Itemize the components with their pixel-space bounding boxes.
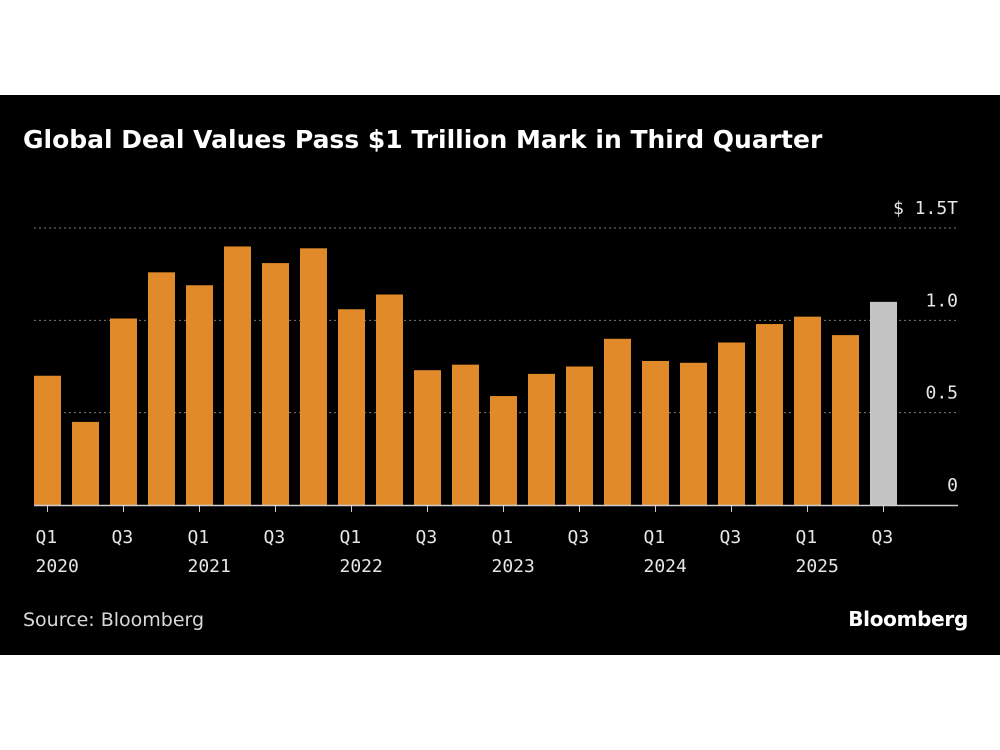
bar-q2-2023 bbox=[528, 373, 555, 505]
bar-q3-2020 bbox=[110, 318, 137, 505]
x-tick-label-quarter: Q1 bbox=[188, 527, 210, 548]
y-tick-label: 1.0 bbox=[925, 290, 958, 311]
x-tick-label-quarter: Q3 bbox=[872, 527, 894, 548]
bar-q2-2020 bbox=[72, 421, 99, 505]
bar-q2-2022 bbox=[376, 294, 403, 505]
bar-q3-2023 bbox=[566, 366, 593, 505]
bar-q1-2023 bbox=[490, 396, 517, 505]
bar-q3-2021 bbox=[262, 263, 289, 505]
bloomberg-logo: Bloomberg bbox=[848, 607, 968, 631]
x-tick-label-year: 2021 bbox=[188, 556, 231, 577]
x-tick-label-quarter: Q3 bbox=[264, 527, 286, 548]
bar-q4-2020 bbox=[148, 272, 175, 505]
bar-q2-2021 bbox=[224, 246, 251, 505]
x-tick-label-year: 2023 bbox=[492, 556, 535, 577]
bar-chart: 0 0.5 1.0 $ 1.5T Q1 2020 Q3 Q1 2021 Q3 Q1 2022 Q3 Q1 2… bbox=[34, 198, 958, 577]
x-tick-label-year: 2024 bbox=[644, 556, 687, 577]
source-note: Source: Bloomberg bbox=[23, 609, 205, 631]
bar-q1-2025 bbox=[794, 316, 821, 505]
bar-q3-2022 bbox=[414, 370, 441, 505]
bar-q4-2023 bbox=[604, 338, 631, 505]
x-tick-label-quarter: Q1 bbox=[340, 527, 362, 548]
x-tick-label-quarter: Q1 bbox=[644, 527, 666, 548]
x-tick-label-year: 2022 bbox=[340, 556, 383, 577]
bar-q3-2024 bbox=[718, 342, 745, 505]
bar-q4-2021 bbox=[300, 248, 327, 505]
x-tick-label-quarter: Q3 bbox=[720, 527, 742, 548]
y-tick-label: 0 bbox=[947, 475, 958, 496]
bar-q1-2024 bbox=[642, 360, 669, 505]
y-tick-label: 0.5 bbox=[925, 383, 958, 404]
bar-q2-2025 bbox=[832, 335, 859, 505]
x-tick-label-year: 2020 bbox=[36, 556, 79, 577]
x-tick-label-quarter: Q1 bbox=[36, 527, 58, 548]
bar-q2-2024 bbox=[680, 362, 707, 505]
x-tick-label-quarter: Q1 bbox=[796, 527, 818, 548]
bar-q1-2021 bbox=[186, 285, 213, 505]
bar-q1-2022 bbox=[338, 309, 365, 505]
x-tick-label-quarter: Q3 bbox=[416, 527, 438, 548]
x-tick-label-year: 2025 bbox=[796, 556, 839, 577]
chart-panel: Global Deal Values Pass $1 Trillion Mark… bbox=[0, 95, 1000, 655]
x-tick-label-quarter: Q3 bbox=[568, 527, 590, 548]
x-tick-label-quarter: Q3 bbox=[112, 527, 134, 548]
y-tick-label: $ 1.5T bbox=[893, 198, 958, 219]
chart-title: Global Deal Values Pass $1 Trillion Mark… bbox=[23, 125, 823, 154]
bar-q4-2024 bbox=[756, 324, 783, 505]
bar-q4-2022 bbox=[452, 364, 479, 505]
bar-q1-2020 bbox=[34, 375, 61, 505]
x-tick-label-quarter: Q1 bbox=[492, 527, 514, 548]
bar-q3-2025 bbox=[870, 301, 897, 505]
